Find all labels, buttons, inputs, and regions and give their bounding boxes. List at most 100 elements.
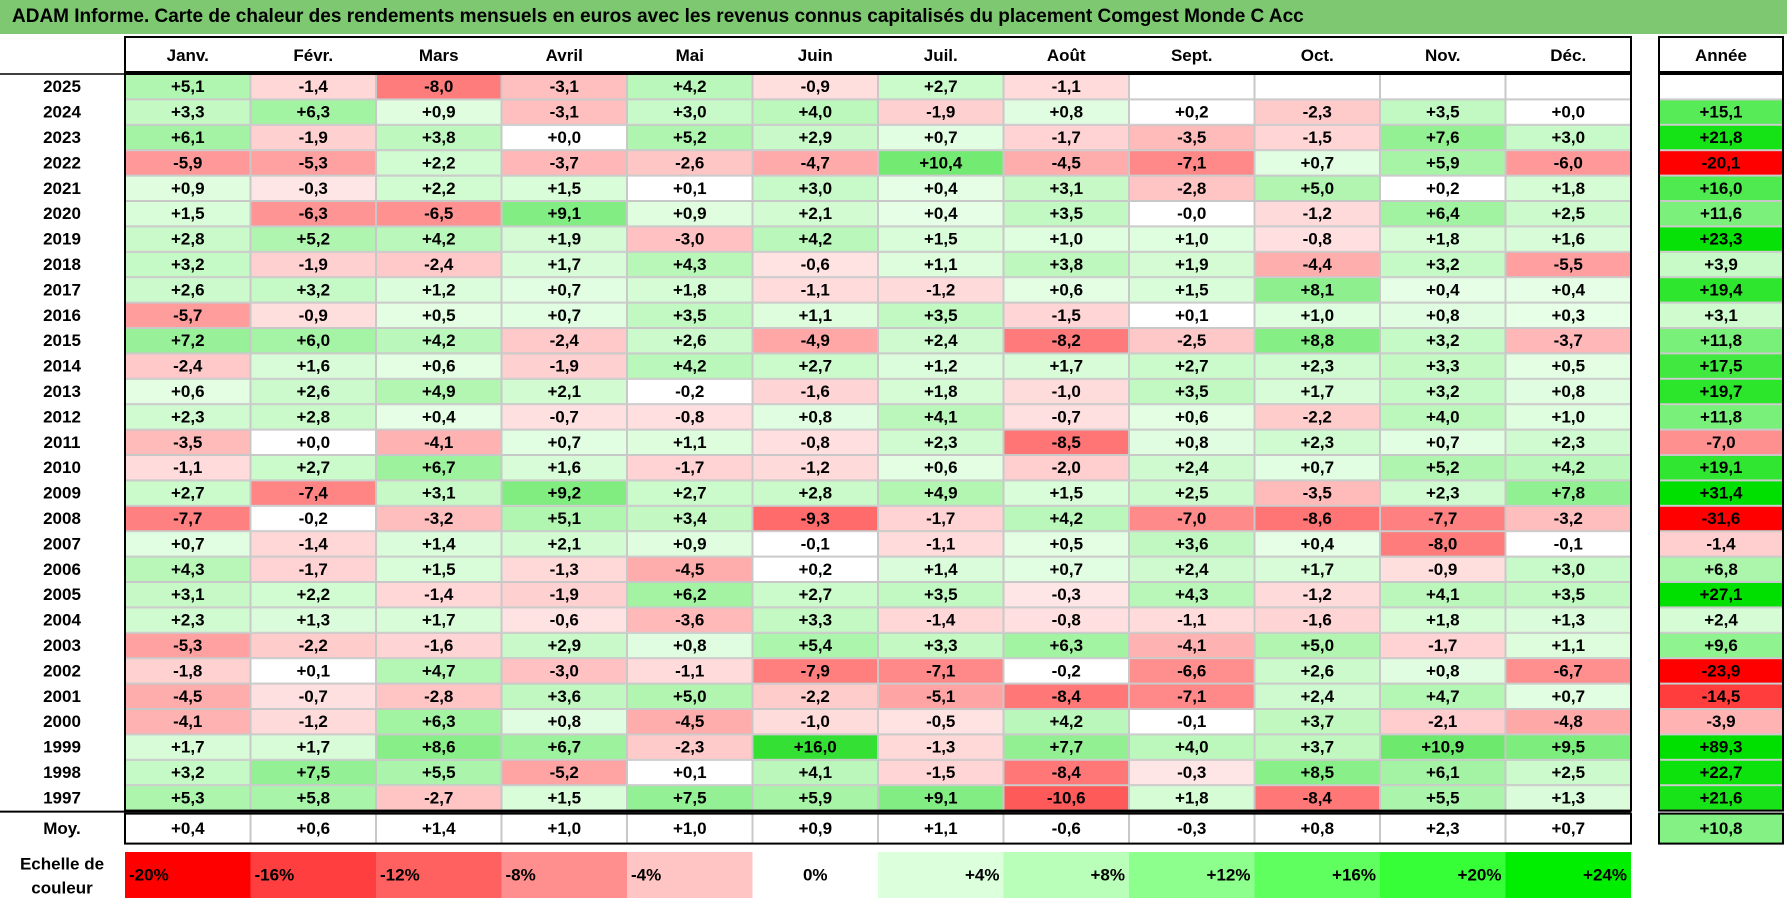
heatmap-cell bbox=[752, 150, 878, 176]
cell-value: +3,2 bbox=[1426, 255, 1460, 274]
scale-step-label: -16% bbox=[255, 866, 295, 885]
heatmap-cell bbox=[1003, 480, 1129, 506]
annual-cell bbox=[1659, 709, 1783, 735]
cell-value: -1,9 bbox=[299, 255, 328, 274]
average-cell bbox=[376, 813, 502, 844]
heatmap-cell bbox=[501, 378, 627, 405]
cell-value: +1,5 bbox=[422, 560, 456, 579]
heatmap-cell bbox=[1254, 683, 1380, 709]
heatmap-cell bbox=[1003, 455, 1129, 481]
cell-value: +3,2 bbox=[171, 763, 205, 782]
cell-value: +2,6 bbox=[673, 331, 707, 350]
scale-swatch bbox=[376, 852, 502, 898]
heatmap-cell bbox=[1380, 150, 1506, 176]
heatmap-cell bbox=[627, 150, 753, 176]
heatmap-cell bbox=[878, 378, 1004, 405]
cell-value: +6,1 bbox=[1426, 763, 1460, 782]
heatmap-cell bbox=[1380, 353, 1506, 379]
heatmap-cell bbox=[1505, 607, 1631, 633]
heatmap-cell bbox=[501, 480, 627, 506]
cell-value: +0,4 bbox=[1426, 280, 1460, 299]
cell-value: -3,0 bbox=[675, 230, 704, 249]
heatmap-cell bbox=[250, 277, 376, 303]
heatmap-cell bbox=[250, 302, 376, 329]
cell-value: -5,7 bbox=[173, 306, 202, 325]
heatmap-cell bbox=[1505, 378, 1631, 405]
cell-value: +4,1 bbox=[798, 763, 832, 782]
heatmap-cell bbox=[1254, 277, 1380, 303]
annual-cell bbox=[1659, 683, 1783, 709]
cell-value: +0,8 bbox=[1426, 661, 1460, 680]
cell-value: +0,4 bbox=[1551, 280, 1585, 299]
heatmap-cell bbox=[1505, 277, 1631, 303]
heatmap-cell bbox=[250, 353, 376, 379]
heatmap-cell bbox=[627, 251, 753, 278]
cell-value: +2,4 bbox=[1175, 560, 1209, 579]
cell-value: +0,1 bbox=[1175, 306, 1209, 325]
cell-value: +1,1 bbox=[924, 255, 958, 274]
heatmap-cell bbox=[1003, 175, 1129, 202]
heatmap-cell bbox=[1254, 302, 1380, 329]
row-year-label: 2018 bbox=[43, 255, 81, 274]
cell-value: +3,8 bbox=[422, 128, 456, 147]
heatmap-cell bbox=[1003, 505, 1129, 532]
heatmap-cell bbox=[627, 582, 753, 608]
cell-value: +6,1 bbox=[171, 128, 205, 147]
heatmap-cell bbox=[627, 404, 753, 430]
heatmap-cell bbox=[878, 251, 1004, 278]
scale-step-label: +16% bbox=[1332, 866, 1376, 885]
heatmap-cell bbox=[752, 302, 878, 329]
heatmap-cell bbox=[1505, 531, 1631, 557]
heatmap-cell bbox=[752, 328, 878, 354]
heatmap-cell bbox=[1003, 658, 1129, 684]
heatmap-cell bbox=[501, 709, 627, 735]
annual-cell bbox=[1659, 201, 1783, 227]
heatmap-cell bbox=[125, 480, 251, 506]
heatmap-cell bbox=[501, 582, 627, 608]
heatmap-cell bbox=[878, 759, 1004, 786]
heatmap-cell bbox=[250, 404, 376, 430]
month-header: Janv. bbox=[167, 46, 209, 65]
heatmap-cell bbox=[1003, 785, 1129, 811]
annual-value: +21,6 bbox=[1699, 788, 1742, 807]
heatmap-cell bbox=[501, 99, 627, 125]
annual-cell bbox=[1659, 480, 1783, 506]
cell-value: -1,1 bbox=[675, 661, 704, 680]
cell-value: +2,5 bbox=[1175, 484, 1209, 503]
heatmap-cell bbox=[627, 607, 753, 633]
heatmap-cell bbox=[125, 658, 251, 684]
annual-header: Année bbox=[1695, 46, 1747, 65]
heatmap-cell bbox=[376, 328, 502, 354]
heatmap-cell bbox=[1254, 709, 1380, 735]
cell-value: -4,5 bbox=[173, 687, 202, 706]
cell-value: +1,6 bbox=[296, 357, 330, 376]
heatmap-cell bbox=[878, 658, 1004, 684]
heatmap-cell bbox=[1129, 505, 1255, 532]
average-value: +1,1 bbox=[924, 819, 958, 838]
cell-value: -6,5 bbox=[424, 204, 453, 223]
cell-value: +4,3 bbox=[1175, 585, 1209, 604]
cell-value: +4,1 bbox=[1426, 585, 1460, 604]
heatmap-cell bbox=[1380, 251, 1506, 278]
row-year-label: 2017 bbox=[43, 280, 81, 299]
cell-value: +7,7 bbox=[1049, 738, 1083, 757]
cell-value: -0,0 bbox=[1177, 204, 1206, 223]
heatmap-cell bbox=[376, 353, 502, 379]
annual-value: +3,9 bbox=[1704, 255, 1738, 274]
cell-value: +1,3 bbox=[1551, 611, 1585, 630]
cell-value: -2,3 bbox=[1303, 103, 1332, 122]
heatmap-cell bbox=[376, 632, 502, 659]
heatmap-cell bbox=[1380, 226, 1506, 252]
cell-value: +3,0 bbox=[1551, 560, 1585, 579]
annual-value: +89,3 bbox=[1699, 738, 1742, 757]
annual-cell bbox=[1659, 74, 1783, 100]
cell-value: +0,8 bbox=[798, 407, 832, 426]
cell-value: -8,0 bbox=[1428, 534, 1457, 553]
heatmap-cell bbox=[752, 226, 878, 252]
heatmap-cell bbox=[376, 201, 502, 227]
cell-value: +3,8 bbox=[1049, 255, 1083, 274]
heatmap-cell bbox=[376, 683, 502, 709]
cell-value: +0,7 bbox=[1049, 560, 1083, 579]
cell-value: -2,2 bbox=[1303, 407, 1332, 426]
cell-value: +3,5 bbox=[924, 306, 958, 325]
